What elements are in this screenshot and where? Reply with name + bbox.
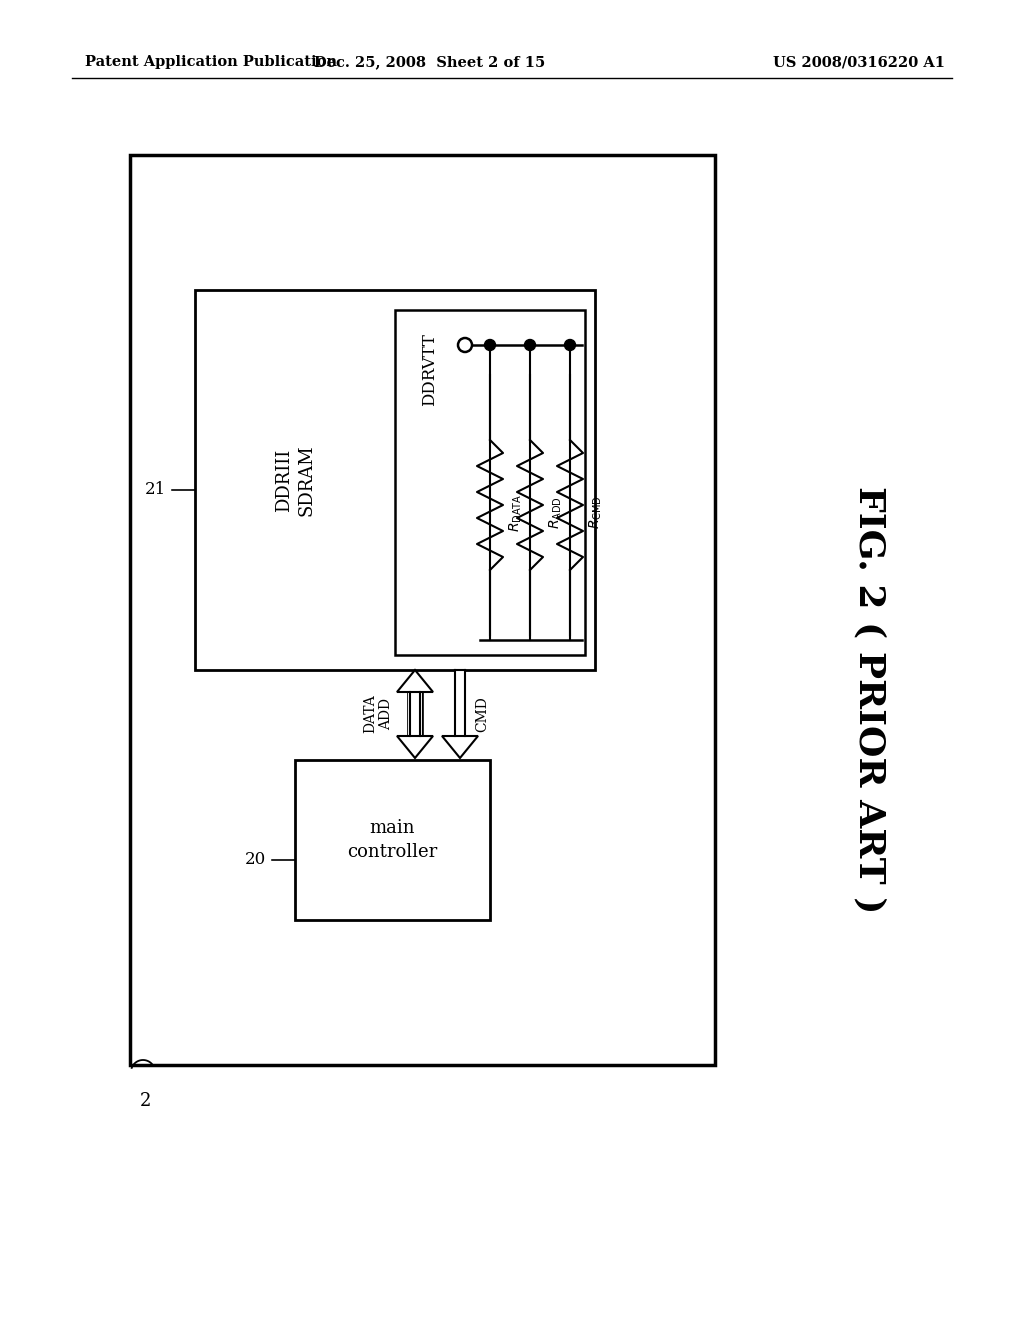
Polygon shape xyxy=(397,671,433,692)
Text: Dec. 25, 2008  Sheet 2 of 15: Dec. 25, 2008 Sheet 2 of 15 xyxy=(314,55,546,69)
Text: $R_{\mathrm{ADD}}$: $R_{\mathrm{ADD}}$ xyxy=(548,496,564,529)
Text: DDRIII
SDRAM: DDRIII SDRAM xyxy=(274,445,315,516)
Text: 21: 21 xyxy=(145,482,196,499)
Text: DDRVTT: DDRVTT xyxy=(422,334,438,407)
Bar xyxy=(130,154,715,1065)
Text: 20: 20 xyxy=(245,851,295,869)
Text: CMD: CMD xyxy=(475,696,489,731)
Text: FIG. 2 ( PRIOR ART ): FIG. 2 ( PRIOR ART ) xyxy=(853,486,887,913)
Bar xyxy=(395,310,585,655)
Bar xyxy=(456,671,464,737)
Circle shape xyxy=(484,339,496,351)
Bar xyxy=(295,760,490,920)
Polygon shape xyxy=(397,737,433,758)
Circle shape xyxy=(564,339,575,351)
Text: $R_{\mathrm{CMD}}$: $R_{\mathrm{CMD}}$ xyxy=(588,495,604,529)
Bar xyxy=(411,692,419,737)
Circle shape xyxy=(524,339,536,351)
Text: main
controller: main controller xyxy=(347,820,437,861)
Text: Patent Application Publication: Patent Application Publication xyxy=(85,55,337,69)
Text: 2: 2 xyxy=(140,1092,152,1110)
Text: US 2008/0316220 A1: US 2008/0316220 A1 xyxy=(773,55,945,69)
Text: $R_{\mathrm{DATA}}$: $R_{\mathrm{DATA}}$ xyxy=(508,494,524,532)
Polygon shape xyxy=(442,737,478,758)
Bar xyxy=(195,290,595,671)
Text: DATA
ADD: DATA ADD xyxy=(362,694,393,734)
